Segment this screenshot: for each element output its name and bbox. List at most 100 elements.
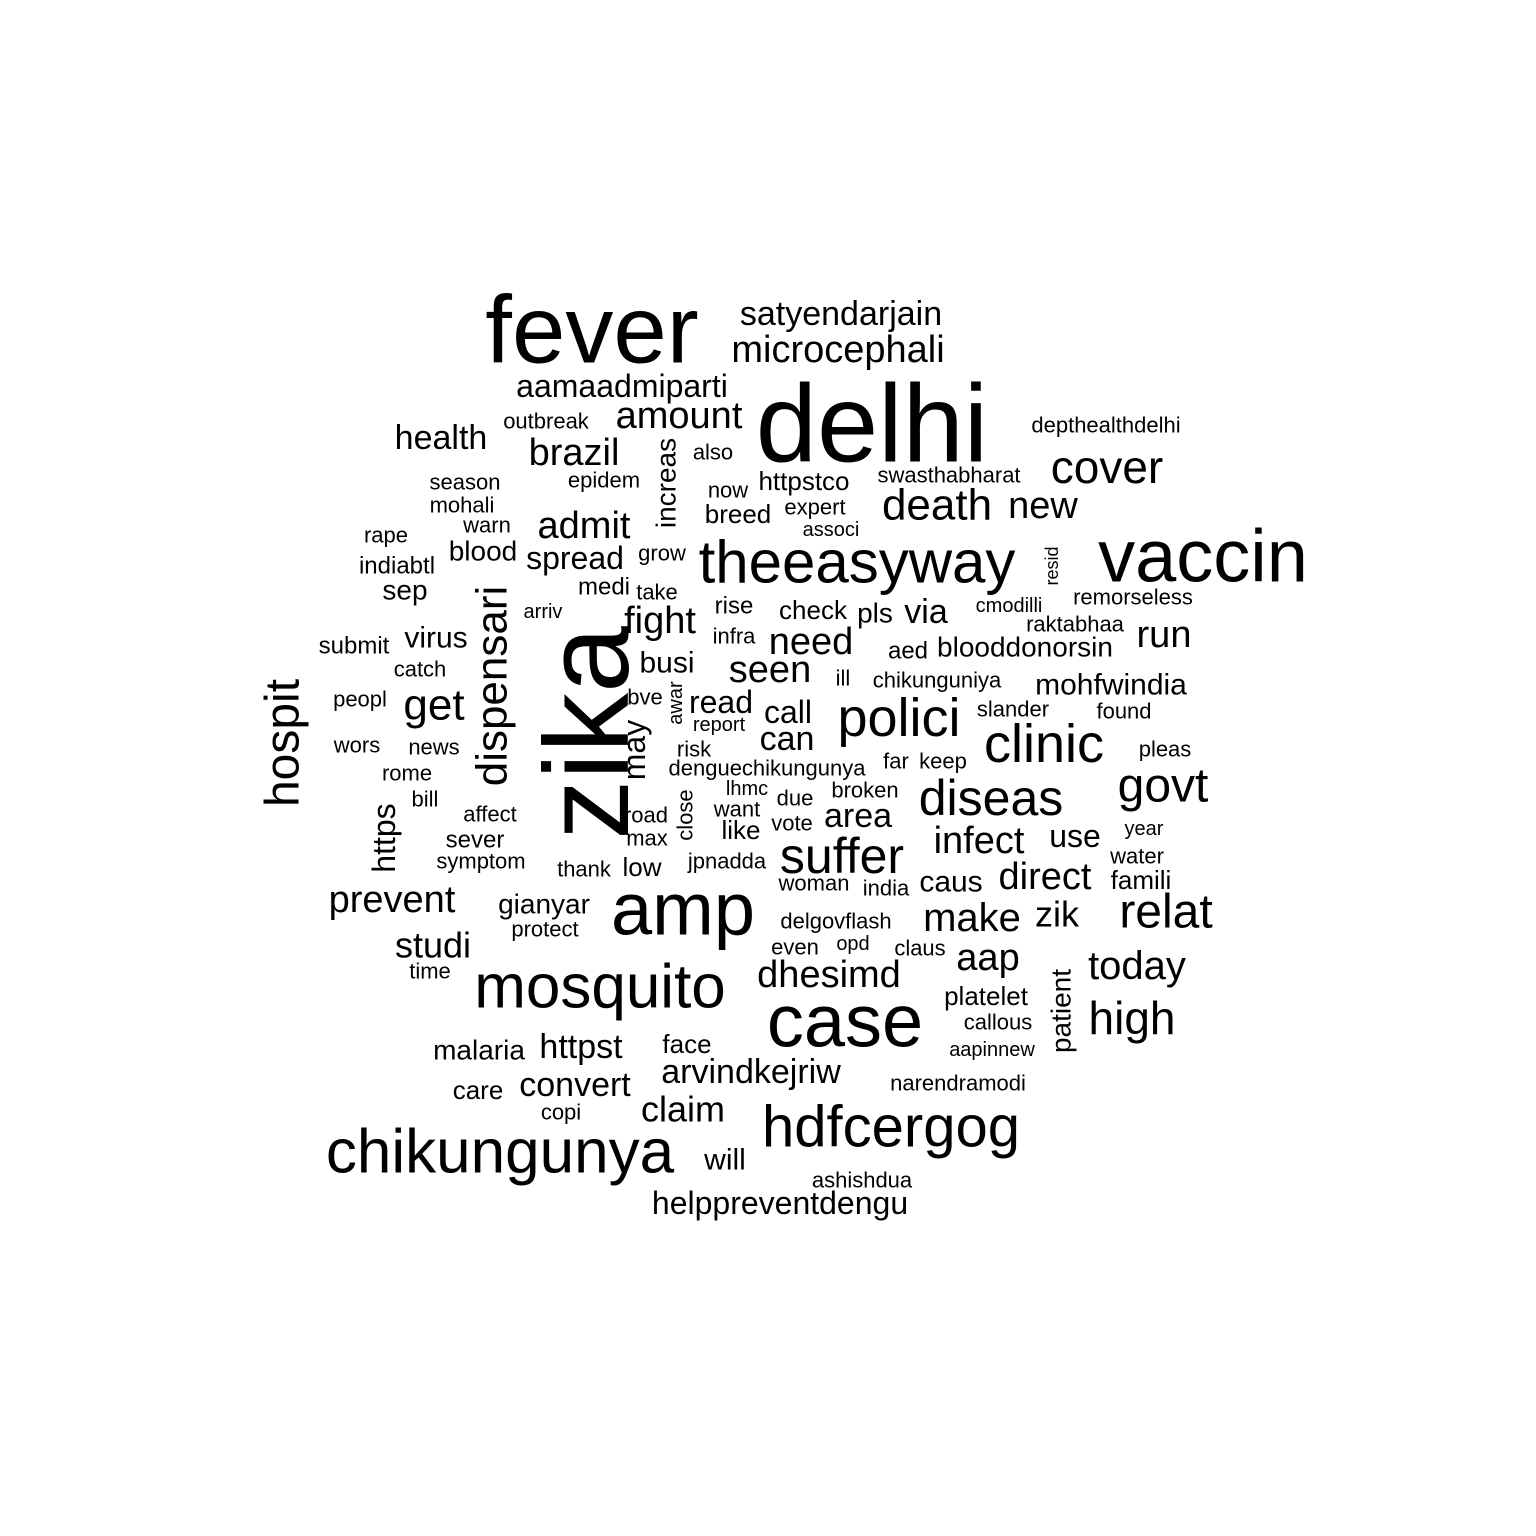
cloud-word-virus: virus: [404, 622, 467, 655]
cloud-word-thank: thank: [557, 857, 612, 882]
cloud-word-depthealthdelhi: depthealthdelhi: [1031, 413, 1180, 438]
cloud-word-symptom: symptom: [436, 849, 525, 874]
cloud-word-spread: spread: [526, 540, 624, 576]
cloud-word-busi: busi: [639, 647, 694, 680]
cloud-word-claim: claim: [641, 1089, 725, 1130]
cloud-word-year: year: [1125, 818, 1164, 840]
cloud-word-awar: awar: [665, 681, 687, 725]
cloud-word-httpst: httpst: [539, 1028, 623, 1066]
cloud-word-sep: sep: [382, 575, 427, 606]
cloud-word-hospit: hospit: [257, 679, 310, 807]
cloud-word-pls: pls: [857, 598, 893, 629]
cloud-word-protect: protect: [511, 917, 578, 942]
cloud-word-pleas: pleas: [1139, 737, 1192, 762]
cloud-word-caus: caus: [919, 866, 982, 899]
cloud-word-amount: amount: [616, 395, 743, 437]
cloud-word-blooddonorsin: blooddonorsin: [937, 632, 1113, 663]
cloud-word-via: via: [904, 593, 948, 631]
cloud-word-indiabtl: indiabtl: [359, 553, 435, 580]
cloud-word-can: can: [760, 720, 815, 758]
cloud-word-gianyar: gianyar: [498, 889, 590, 920]
cloud-word-india: india: [863, 876, 910, 901]
cloud-word-read: read: [689, 684, 753, 720]
cloud-word-care: care: [453, 1075, 504, 1105]
cloud-word-now: now: [708, 478, 748, 503]
cloud-word-far: far: [883, 749, 909, 774]
cloud-word-want: want: [713, 797, 760, 822]
cloud-word-hdfcergog: hdfcergog: [762, 1095, 1020, 1160]
cloud-word-copi: copi: [541, 1100, 581, 1125]
cloud-word-time: time: [409, 959, 451, 984]
cloud-word-submit: submit: [319, 633, 390, 660]
cloud-word-ill: ill: [836, 666, 851, 691]
cloud-word-face: face: [662, 1029, 711, 1059]
cloud-word-today: today: [1088, 944, 1186, 988]
cloud-word-call: call: [764, 694, 812, 730]
cloud-word-famili: famili: [1111, 865, 1172, 895]
cloud-word-infra: infra: [713, 624, 757, 649]
cloud-word-claus: claus: [894, 936, 945, 961]
cloud-word-dispensari: dispensari: [468, 586, 517, 787]
cloud-word-denguechikungunya: denguechikungunya: [669, 756, 867, 781]
cloud-word-expert: expert: [784, 495, 845, 520]
cloud-word-delhi: delhi: [756, 363, 988, 486]
cloud-word-risk: risk: [677, 737, 712, 762]
cloud-word-patient: patient: [1046, 969, 1077, 1053]
cloud-word-medi: medi: [578, 574, 630, 601]
cloud-word-callous: callous: [964, 1010, 1032, 1035]
cloud-word-health: health: [395, 419, 488, 457]
cloud-word-grow: grow: [638, 541, 686, 566]
cloud-word-govt: govt: [1118, 760, 1209, 813]
cloud-word-woman: woman: [778, 871, 850, 896]
cloud-word-infect: infect: [934, 820, 1025, 862]
cloud-word-theeasyway: theeasyway: [699, 529, 1016, 596]
cloud-word-outbreak: outbreak: [503, 409, 590, 434]
cloud-word-max: max: [626, 826, 668, 851]
cloud-word-vaccin: vaccin: [1098, 515, 1308, 598]
cloud-word-arriv: arriv: [524, 601, 563, 623]
cloud-word-helppreventdengu: helppreventdengu: [652, 1185, 908, 1221]
cloud-word-raktabhaa: raktabhaa: [1026, 612, 1125, 637]
cloud-word-fight: fight: [624, 600, 696, 642]
cloud-word-zik: zik: [1035, 894, 1080, 935]
cloud-word-dhesimd: dhesimd: [757, 954, 901, 996]
cloud-word-increas: increas: [651, 438, 682, 528]
cloud-word-get: get: [403, 681, 464, 730]
cloud-word-use: use: [1049, 818, 1101, 854]
cloud-word-case: case: [767, 980, 923, 1063]
cloud-word-diseas: diseas: [919, 770, 1064, 826]
cloud-word-peopl: peopl: [333, 687, 387, 712]
cloud-word-seen: seen: [729, 649, 811, 691]
cloud-word-studi: studi: [395, 925, 471, 966]
cloud-word-lhmc: lhmc: [726, 778, 768, 800]
cloud-word-low: low: [622, 852, 661, 882]
cloud-word-prevent: prevent: [329, 879, 456, 921]
cloud-word-high: high: [1089, 992, 1176, 1044]
cloud-word-microcephali: microcephali: [731, 329, 944, 371]
cloud-word-direct: direct: [999, 856, 1092, 898]
cloud-word-rise: rise: [715, 593, 754, 620]
cloud-word-affect: affect: [463, 802, 516, 827]
cloud-word-breed: breed: [705, 499, 772, 529]
cloud-word-epidem: epidem: [568, 468, 640, 493]
cloud-word-close: close: [673, 789, 698, 840]
cloud-word-ashishdua: ashishdua: [812, 1168, 913, 1193]
cloud-word-may: may: [616, 720, 652, 780]
cloud-word-bve: bve: [627, 685, 662, 710]
cloud-word-narendramodi: narendramodi: [890, 1071, 1026, 1096]
cloud-word-mohali: mohali: [430, 493, 495, 518]
cloud-word-admit: admit: [538, 505, 631, 547]
cloud-word-chikungunya: chikungunya: [326, 1118, 675, 1187]
cloud-word-cmodilli: cmodilli: [976, 595, 1043, 617]
cloud-word-keep: keep: [919, 749, 967, 774]
cloud-word-mosquito: mosquito: [474, 953, 726, 1022]
cloud-word-even: even: [771, 935, 819, 960]
cloud-word-aamaadmiparti: aamaadmiparti: [516, 368, 728, 404]
cloud-word-blood: blood: [449, 536, 518, 567]
cloud-word-vote: vote: [771, 811, 813, 836]
cloud-word-area: area: [824, 797, 892, 835]
cloud-word-due: due: [777, 786, 814, 811]
cloud-word-httpstco: httpstco: [758, 466, 849, 496]
cloud-word-arvindkejriw: arvindkejriw: [661, 1053, 841, 1091]
